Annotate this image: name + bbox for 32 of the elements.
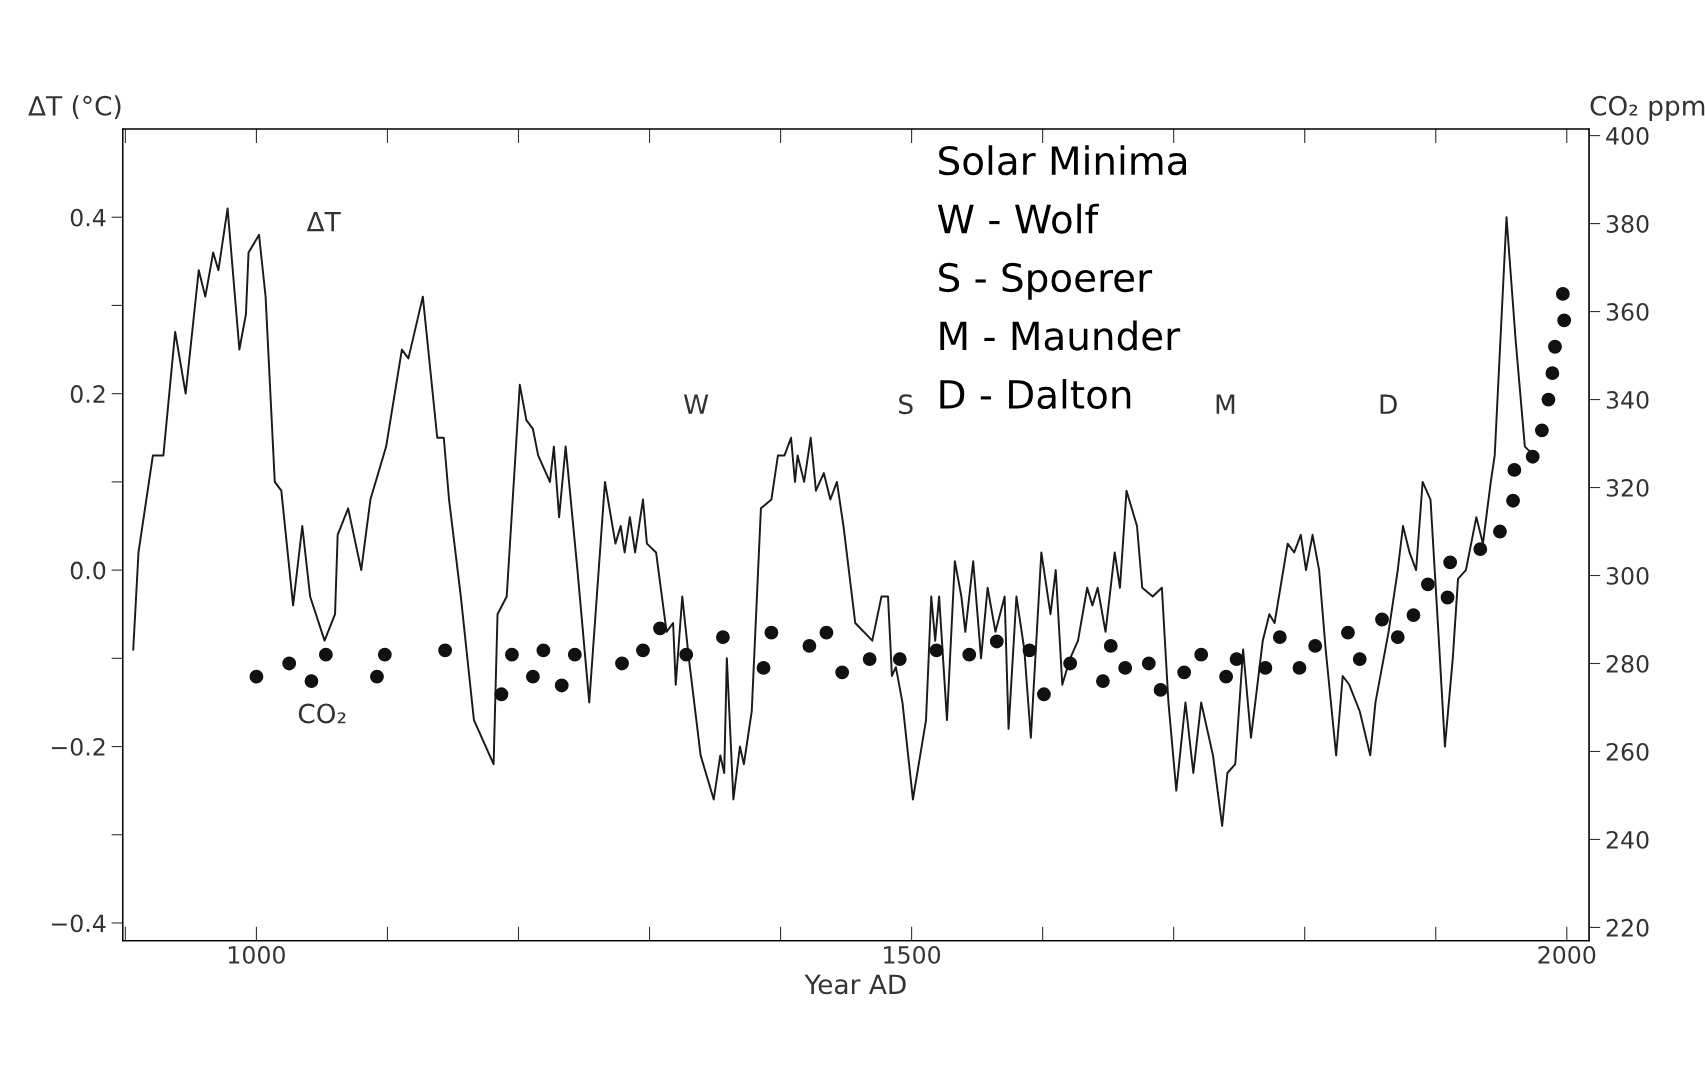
y2-tick-label: 400 xyxy=(1606,127,1649,145)
y-tick-label: 0.4 xyxy=(70,208,106,227)
x-tick-label: 1000 xyxy=(228,945,285,964)
series-label: ΔT xyxy=(306,212,341,232)
y-tick-label: 0.0 xyxy=(70,561,106,580)
y2-tick-label: 260 xyxy=(1606,742,1649,761)
annotation: D xyxy=(1380,394,1397,414)
y2-tick-label: 280 xyxy=(1606,654,1649,673)
y2-tick-label: 300 xyxy=(1606,566,1649,585)
annotation: W - Wolf xyxy=(937,203,1099,234)
annotation: D - Dalton xyxy=(940,378,1131,410)
y-tick-label: −0.4 xyxy=(51,914,106,933)
annotation: Solar Minima xyxy=(939,145,1187,176)
y-tick-label: −0.2 xyxy=(51,737,105,756)
annotation: M xyxy=(1216,394,1235,414)
y2-axis-title: CO₂ ppm xyxy=(1590,95,1705,121)
y2-tick-label: 380 xyxy=(1606,215,1649,233)
annotation: S - Spoerer xyxy=(939,262,1153,300)
series-label: CO₂ xyxy=(298,703,346,724)
annotation: W xyxy=(683,394,709,414)
y2-tick-label: 360 xyxy=(1606,303,1649,321)
y2-tick-label: 220 xyxy=(1606,918,1649,937)
y-tick-label: 0.2 xyxy=(70,385,105,403)
x-tick-label: 1500 xyxy=(884,945,941,964)
y2-tick-label: 240 xyxy=(1606,830,1649,849)
y2-tick-label: 340 xyxy=(1606,390,1649,409)
x-axis-title: Year AD xyxy=(804,974,906,995)
x-tick-label: 2000 xyxy=(1538,945,1596,964)
y-axis-title: ΔT (°C) xyxy=(28,95,121,119)
annotation: S xyxy=(899,394,913,415)
annotation: M - Maunder xyxy=(940,320,1181,351)
y2-tick-label: 320 xyxy=(1606,478,1649,497)
